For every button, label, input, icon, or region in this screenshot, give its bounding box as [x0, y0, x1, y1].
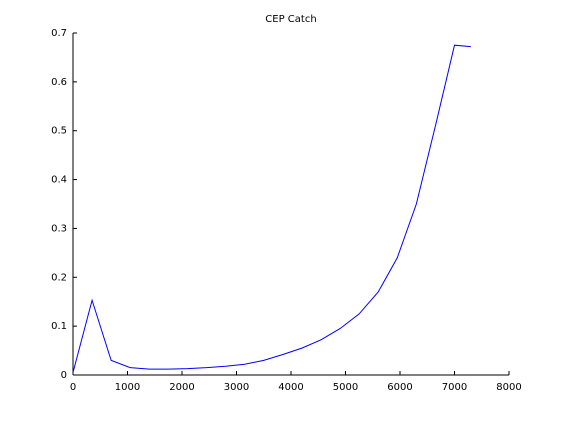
y-tick-label: 0.1: [51, 321, 67, 332]
x-tick-label: 1000: [115, 382, 140, 393]
y-tick-label: 0.3: [51, 223, 67, 234]
y-tick-label: 0.5: [51, 126, 67, 137]
x-tick-label: 3000: [224, 382, 249, 393]
x-tick-label: 6000: [387, 382, 412, 393]
chart-title: CEP Catch: [265, 14, 316, 25]
y-tick-label: 0.4: [51, 175, 67, 186]
x-tick-label: 4000: [278, 382, 303, 393]
y-tick-label: 0: [61, 370, 67, 381]
data-line: [72, 44, 471, 373]
y-tick-label: 0.7: [51, 28, 67, 39]
x-tick-label: 0: [70, 382, 76, 393]
x-tick-label: 2000: [169, 382, 194, 393]
x-tick-label: 5000: [333, 382, 358, 393]
x-tick-label: 7000: [442, 382, 467, 393]
x-tick-label: 8000: [496, 382, 521, 393]
y-tick-label: 0.6: [51, 77, 67, 88]
y-tick-label: 0.2: [51, 272, 67, 283]
